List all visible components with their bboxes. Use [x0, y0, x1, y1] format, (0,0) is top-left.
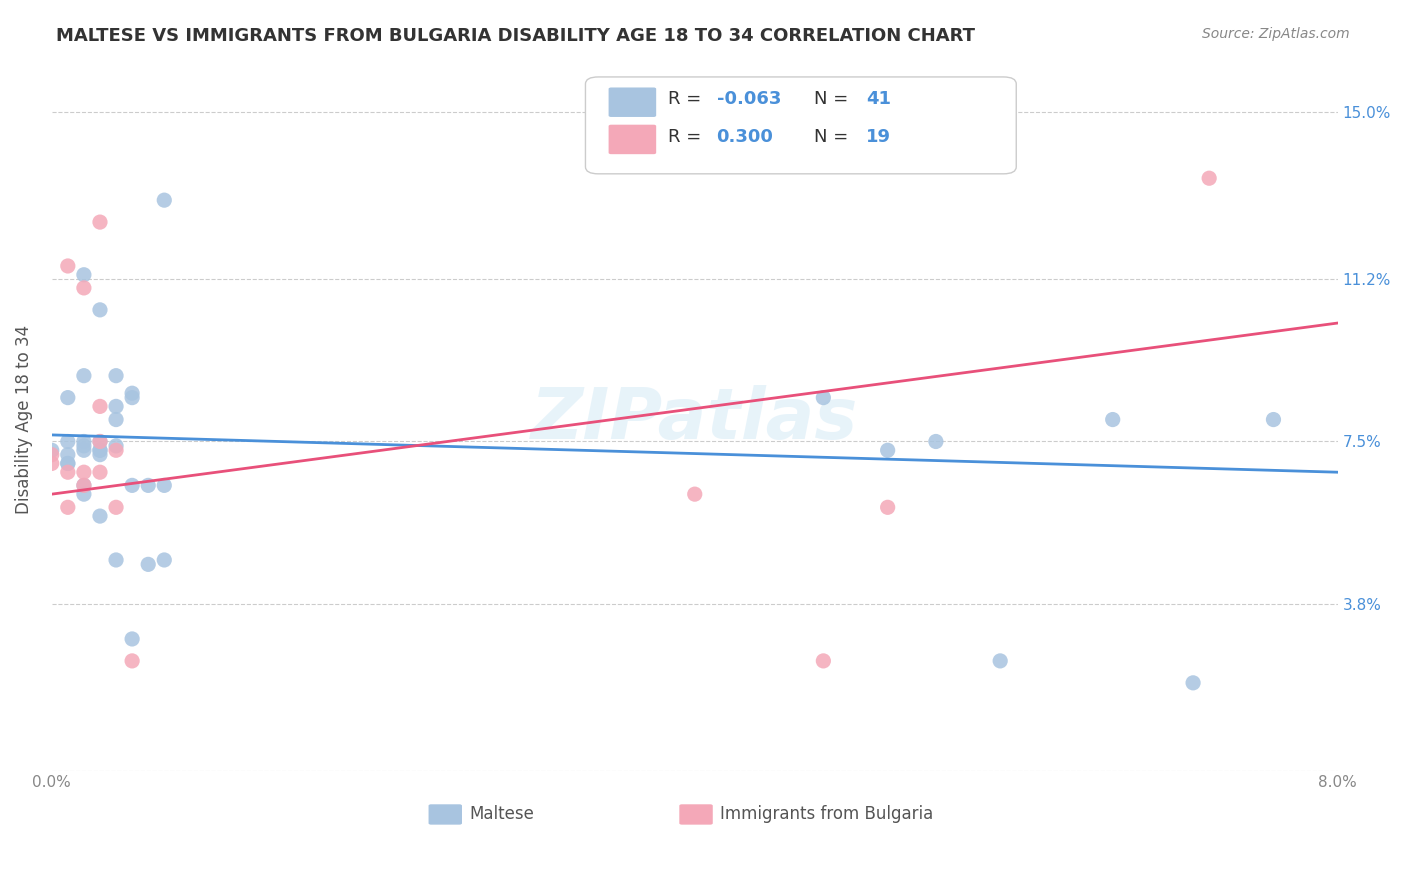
Point [988, 654, 1011, 668]
Point [136, 558, 159, 572]
Point [56, 500, 79, 515]
Point [89, 443, 111, 458]
Point [56, 391, 79, 405]
FancyBboxPatch shape [609, 87, 657, 117]
Point [121, 386, 143, 401]
Point [153, 553, 176, 567]
Point [1198, 171, 1220, 186]
Text: 41: 41 [866, 90, 891, 108]
Point [136, 478, 159, 492]
Point [41, 448, 63, 462]
Point [73, 281, 96, 295]
Point [89, 434, 111, 449]
Point [89, 448, 111, 462]
Point [56, 434, 79, 449]
Point [121, 654, 143, 668]
Text: MALTESE VS IMMIGRANTS FROM BULGARIA DISABILITY AGE 18 TO 34 CORRELATION CHART: MALTESE VS IMMIGRANTS FROM BULGARIA DISA… [56, 27, 976, 45]
Text: N =: N = [814, 90, 855, 108]
Point [876, 500, 898, 515]
Point [813, 654, 835, 668]
Text: -0.063: -0.063 [717, 90, 780, 108]
Text: ZIPatlas: ZIPatlas [531, 385, 859, 454]
Text: N =: N = [814, 128, 855, 145]
Point [56, 448, 79, 462]
Point [73, 443, 96, 458]
Point [41, 457, 63, 471]
FancyBboxPatch shape [429, 805, 463, 824]
Text: 19: 19 [866, 128, 891, 145]
Point [89, 465, 111, 479]
Point [105, 500, 128, 515]
Point [876, 443, 898, 458]
Point [73, 268, 96, 282]
FancyBboxPatch shape [609, 125, 657, 154]
Point [73, 487, 96, 501]
Point [105, 368, 128, 383]
Point [1182, 676, 1205, 690]
Text: Source: ZipAtlas.com: Source: ZipAtlas.com [1202, 27, 1350, 41]
Text: 0.300: 0.300 [717, 128, 773, 145]
Point [105, 439, 128, 453]
Point [813, 391, 835, 405]
FancyBboxPatch shape [679, 805, 713, 824]
Point [925, 434, 948, 449]
Point [683, 487, 706, 501]
Point [56, 457, 79, 471]
Point [41, 443, 63, 458]
Point [73, 439, 96, 453]
Point [105, 553, 128, 567]
Point [89, 434, 111, 449]
FancyBboxPatch shape [585, 77, 1017, 174]
Point [893, 114, 915, 128]
Point [121, 478, 143, 492]
Point [89, 509, 111, 524]
Y-axis label: Disability Age 18 to 34: Disability Age 18 to 34 [15, 325, 32, 514]
Point [73, 478, 96, 492]
Point [121, 391, 143, 405]
Point [105, 443, 128, 458]
Point [153, 193, 176, 207]
Point [105, 412, 128, 426]
Point [105, 400, 128, 414]
Point [56, 457, 79, 471]
Point [89, 215, 111, 229]
Point [89, 302, 111, 317]
Point [121, 632, 143, 646]
Point [73, 434, 96, 449]
Text: Maltese: Maltese [470, 805, 534, 823]
Point [89, 400, 111, 414]
Point [153, 478, 176, 492]
Point [1263, 412, 1285, 426]
Text: R =: R = [668, 90, 707, 108]
Point [89, 443, 111, 458]
Point [56, 465, 79, 479]
Point [73, 478, 96, 492]
Text: R =: R = [668, 128, 707, 145]
Text: Immigrants from Bulgaria: Immigrants from Bulgaria [720, 805, 934, 823]
Point [73, 465, 96, 479]
Point [56, 259, 79, 273]
Point [1101, 412, 1123, 426]
Point [73, 368, 96, 383]
